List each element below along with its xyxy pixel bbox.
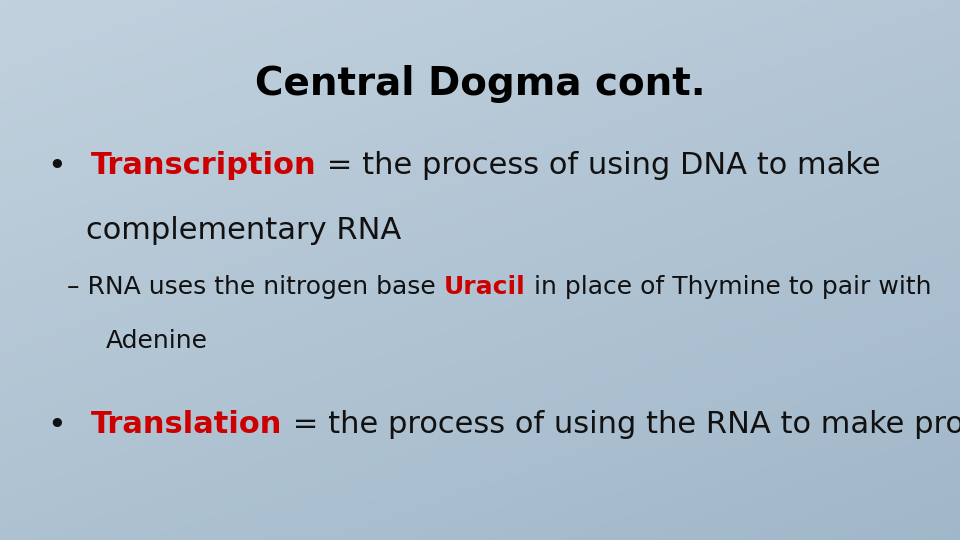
Text: Translation: Translation (91, 410, 282, 440)
Text: Transcription: Transcription (91, 151, 317, 180)
Text: = the process of using DNA to make: = the process of using DNA to make (317, 151, 880, 180)
Text: = the process of using the RNA to make proteins: = the process of using the RNA to make p… (282, 410, 960, 440)
Text: in place of Thymine to pair with: in place of Thymine to pair with (526, 275, 931, 299)
Text: •: • (48, 410, 87, 441)
Text: Central Dogma cont.: Central Dogma cont. (254, 65, 706, 103)
Text: •: • (48, 151, 87, 182)
Text: Uracil: Uracil (444, 275, 526, 299)
Text: complementary RNA: complementary RNA (86, 216, 401, 245)
Text: Adenine: Adenine (106, 329, 207, 353)
Text: – RNA uses the nitrogen base: – RNA uses the nitrogen base (67, 275, 444, 299)
